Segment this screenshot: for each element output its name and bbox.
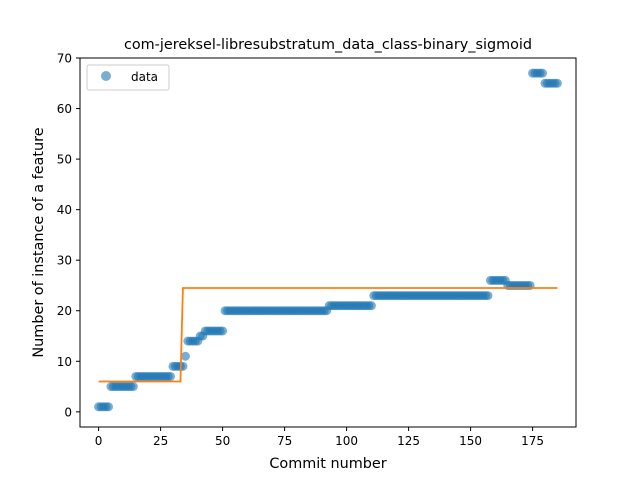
- y-tick-label: 30: [57, 254, 72, 268]
- y-tick-label: 0: [64, 405, 72, 419]
- y-axis-ticks: 0 10 20 30 40 50 60 70: [57, 52, 80, 419]
- x-tick-label: 0: [95, 434, 103, 448]
- y-tick-label: 20: [57, 304, 72, 318]
- legend: data: [86, 64, 170, 91]
- x-tick-label: 150: [459, 434, 482, 448]
- data-point: [552, 78, 562, 88]
- fit-line: [98, 287, 558, 383]
- data-point: [218, 326, 228, 336]
- x-tick-label: 50: [215, 434, 230, 448]
- x-tick-label: 175: [521, 434, 544, 448]
- data-point: [483, 291, 493, 301]
- data-point: [166, 371, 176, 381]
- data-point: [104, 402, 114, 412]
- data-point: [178, 361, 188, 371]
- data-point: [180, 351, 190, 361]
- y-tick-label: 40: [57, 203, 72, 217]
- x-tick-label: 75: [277, 434, 292, 448]
- y-tick-label: 50: [57, 153, 72, 167]
- data-point: [538, 68, 548, 78]
- legend-label-data: data: [131, 70, 158, 84]
- x-axis-label: Commit number: [269, 456, 386, 472]
- y-tick-label: 70: [57, 52, 72, 66]
- data-point: [128, 382, 138, 392]
- legend-marker-data: [101, 71, 111, 81]
- plot-marks: [94, 68, 562, 412]
- plot-frame: [79, 57, 577, 428]
- y-tick-label: 60: [57, 102, 72, 116]
- chart-title: com-jereksel-libresubstratum_data_class-…: [124, 37, 532, 53]
- x-tick-label: 100: [335, 434, 358, 448]
- x-tick-label: 125: [397, 434, 420, 448]
- x-axis-ticks: 0 25 50 75 100 125 150 175: [95, 427, 544, 448]
- x-tick-label: 25: [153, 434, 168, 448]
- y-axis-label: Number of instance of a feature: [31, 127, 47, 357]
- data-point: [366, 301, 376, 311]
- y-tick-label: 10: [57, 355, 72, 369]
